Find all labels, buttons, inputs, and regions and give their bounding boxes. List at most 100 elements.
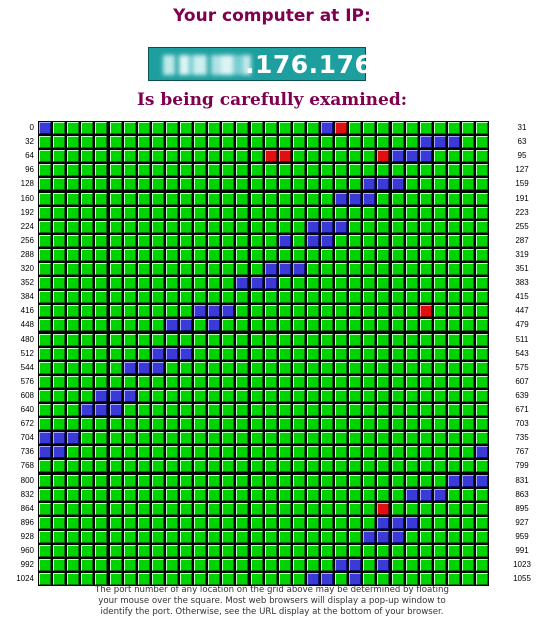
- port-cell-open[interactable]: [152, 334, 164, 346]
- port-cell-open[interactable]: [222, 319, 234, 331]
- port-cell-open[interactable]: [138, 517, 150, 529]
- port-cell-stealth[interactable]: [406, 517, 418, 529]
- port-cell-open[interactable]: [363, 446, 375, 458]
- port-cell-open[interactable]: [293, 207, 305, 219]
- port-cell-open[interactable]: [67, 164, 79, 176]
- port-cell-open[interactable]: [236, 503, 248, 515]
- port-cell-open[interactable]: [222, 291, 234, 303]
- port-cell-open[interactable]: [124, 319, 136, 331]
- port-cell-open[interactable]: [476, 376, 488, 388]
- port-cell-open[interactable]: [349, 122, 361, 134]
- port-cell-open[interactable]: [166, 489, 178, 501]
- port-cell-open[interactable]: [194, 319, 206, 331]
- port-cell-open[interactable]: [53, 460, 65, 472]
- port-cell-open[interactable]: [208, 376, 220, 388]
- port-cell-open[interactable]: [53, 362, 65, 374]
- port-cell-open[interactable]: [95, 277, 107, 289]
- port-cell-open[interactable]: [95, 193, 107, 205]
- port-cell-open[interactable]: [53, 531, 65, 543]
- port-cell-open[interactable]: [110, 475, 122, 487]
- port-cell-open[interactable]: [180, 207, 192, 219]
- port-cell-open[interactable]: [95, 460, 107, 472]
- port-cell-open[interactable]: [420, 573, 432, 585]
- port-cell-open[interactable]: [81, 559, 93, 571]
- port-cell-open[interactable]: [222, 503, 234, 515]
- port-cell-open[interactable]: [293, 193, 305, 205]
- port-cell-open[interactable]: [180, 432, 192, 444]
- port-cell-open[interactable]: [392, 404, 404, 416]
- port-cell-open[interactable]: [67, 489, 79, 501]
- port-cell-open[interactable]: [251, 460, 263, 472]
- port-cell-open[interactable]: [39, 531, 51, 543]
- port-cell-open[interactable]: [321, 517, 333, 529]
- port-cell-open[interactable]: [476, 235, 488, 247]
- port-cell-open[interactable]: [406, 531, 418, 543]
- port-cell-stealth[interactable]: [67, 432, 79, 444]
- port-cell-open[interactable]: [194, 446, 206, 458]
- port-cell-open[interactable]: [152, 418, 164, 430]
- port-cell-open[interactable]: [307, 136, 319, 148]
- port-cell-open[interactable]: [307, 503, 319, 515]
- port-cell-open[interactable]: [363, 235, 375, 247]
- port-cell-open[interactable]: [406, 573, 418, 585]
- port-cell-open[interactable]: [95, 207, 107, 219]
- port-cell-open[interactable]: [406, 390, 418, 402]
- port-cell-open[interactable]: [81, 221, 93, 233]
- port-cell-open[interactable]: [124, 460, 136, 472]
- port-cell-open[interactable]: [279, 503, 291, 515]
- port-cell-open[interactable]: [420, 446, 432, 458]
- port-cell-open[interactable]: [236, 545, 248, 557]
- port-cell-open[interactable]: [236, 517, 248, 529]
- port-cell-open[interactable]: [448, 193, 460, 205]
- port-cell-open[interactable]: [222, 545, 234, 557]
- port-cell-open[interactable]: [363, 376, 375, 388]
- port-cell-open[interactable]: [363, 164, 375, 176]
- port-cell-open[interactable]: [392, 460, 404, 472]
- port-cell-stealth[interactable]: [476, 475, 488, 487]
- port-cell-open[interactable]: [166, 418, 178, 430]
- port-cell-open[interactable]: [138, 178, 150, 190]
- port-cell-open[interactable]: [265, 291, 277, 303]
- port-cell-open[interactable]: [81, 418, 93, 430]
- port-cell-open[interactable]: [392, 545, 404, 557]
- port-cell-open[interactable]: [476, 503, 488, 515]
- port-cell-open[interactable]: [448, 404, 460, 416]
- port-cell-open[interactable]: [81, 305, 93, 317]
- port-cell-stealth[interactable]: [194, 305, 206, 317]
- port-cell-open[interactable]: [434, 263, 446, 275]
- port-cell-open[interactable]: [81, 348, 93, 360]
- port-cell-open[interactable]: [166, 432, 178, 444]
- port-cell-open[interactable]: [180, 446, 192, 458]
- port-cell-open[interactable]: [321, 418, 333, 430]
- port-cell-open[interactable]: [166, 531, 178, 543]
- port-cell-open[interactable]: [95, 362, 107, 374]
- port-cell-open[interactable]: [152, 446, 164, 458]
- port-cell-stealth[interactable]: [349, 559, 361, 571]
- port-cell-open[interactable]: [53, 249, 65, 261]
- port-cell-open[interactable]: [222, 517, 234, 529]
- port-cell-open[interactable]: [363, 432, 375, 444]
- port-cell-open[interactable]: [110, 418, 122, 430]
- port-cell-open[interactable]: [53, 404, 65, 416]
- port-cell-open[interactable]: [222, 334, 234, 346]
- port-cell-open[interactable]: [448, 305, 460, 317]
- port-cell-open[interactable]: [53, 207, 65, 219]
- port-cell-open[interactable]: [349, 362, 361, 374]
- port-cell-open[interactable]: [152, 207, 164, 219]
- port-cell-open[interactable]: [448, 249, 460, 261]
- port-cell-open[interactable]: [95, 319, 107, 331]
- port-cell-open[interactable]: [39, 136, 51, 148]
- port-cell-open[interactable]: [307, 362, 319, 374]
- port-cell-open[interactable]: [476, 207, 488, 219]
- port-cell-open[interactable]: [307, 249, 319, 261]
- port-cell-open[interactable]: [420, 517, 432, 529]
- port-cell-open[interactable]: [279, 376, 291, 388]
- port-cell-open[interactable]: [307, 319, 319, 331]
- port-cell-open[interactable]: [321, 164, 333, 176]
- port-cell-open[interactable]: [138, 475, 150, 487]
- port-cell-open[interactable]: [307, 291, 319, 303]
- port-cell-open[interactable]: [251, 235, 263, 247]
- port-cell-open[interactable]: [124, 517, 136, 529]
- port-cell-stealth[interactable]: [363, 193, 375, 205]
- port-cell-open[interactable]: [321, 207, 333, 219]
